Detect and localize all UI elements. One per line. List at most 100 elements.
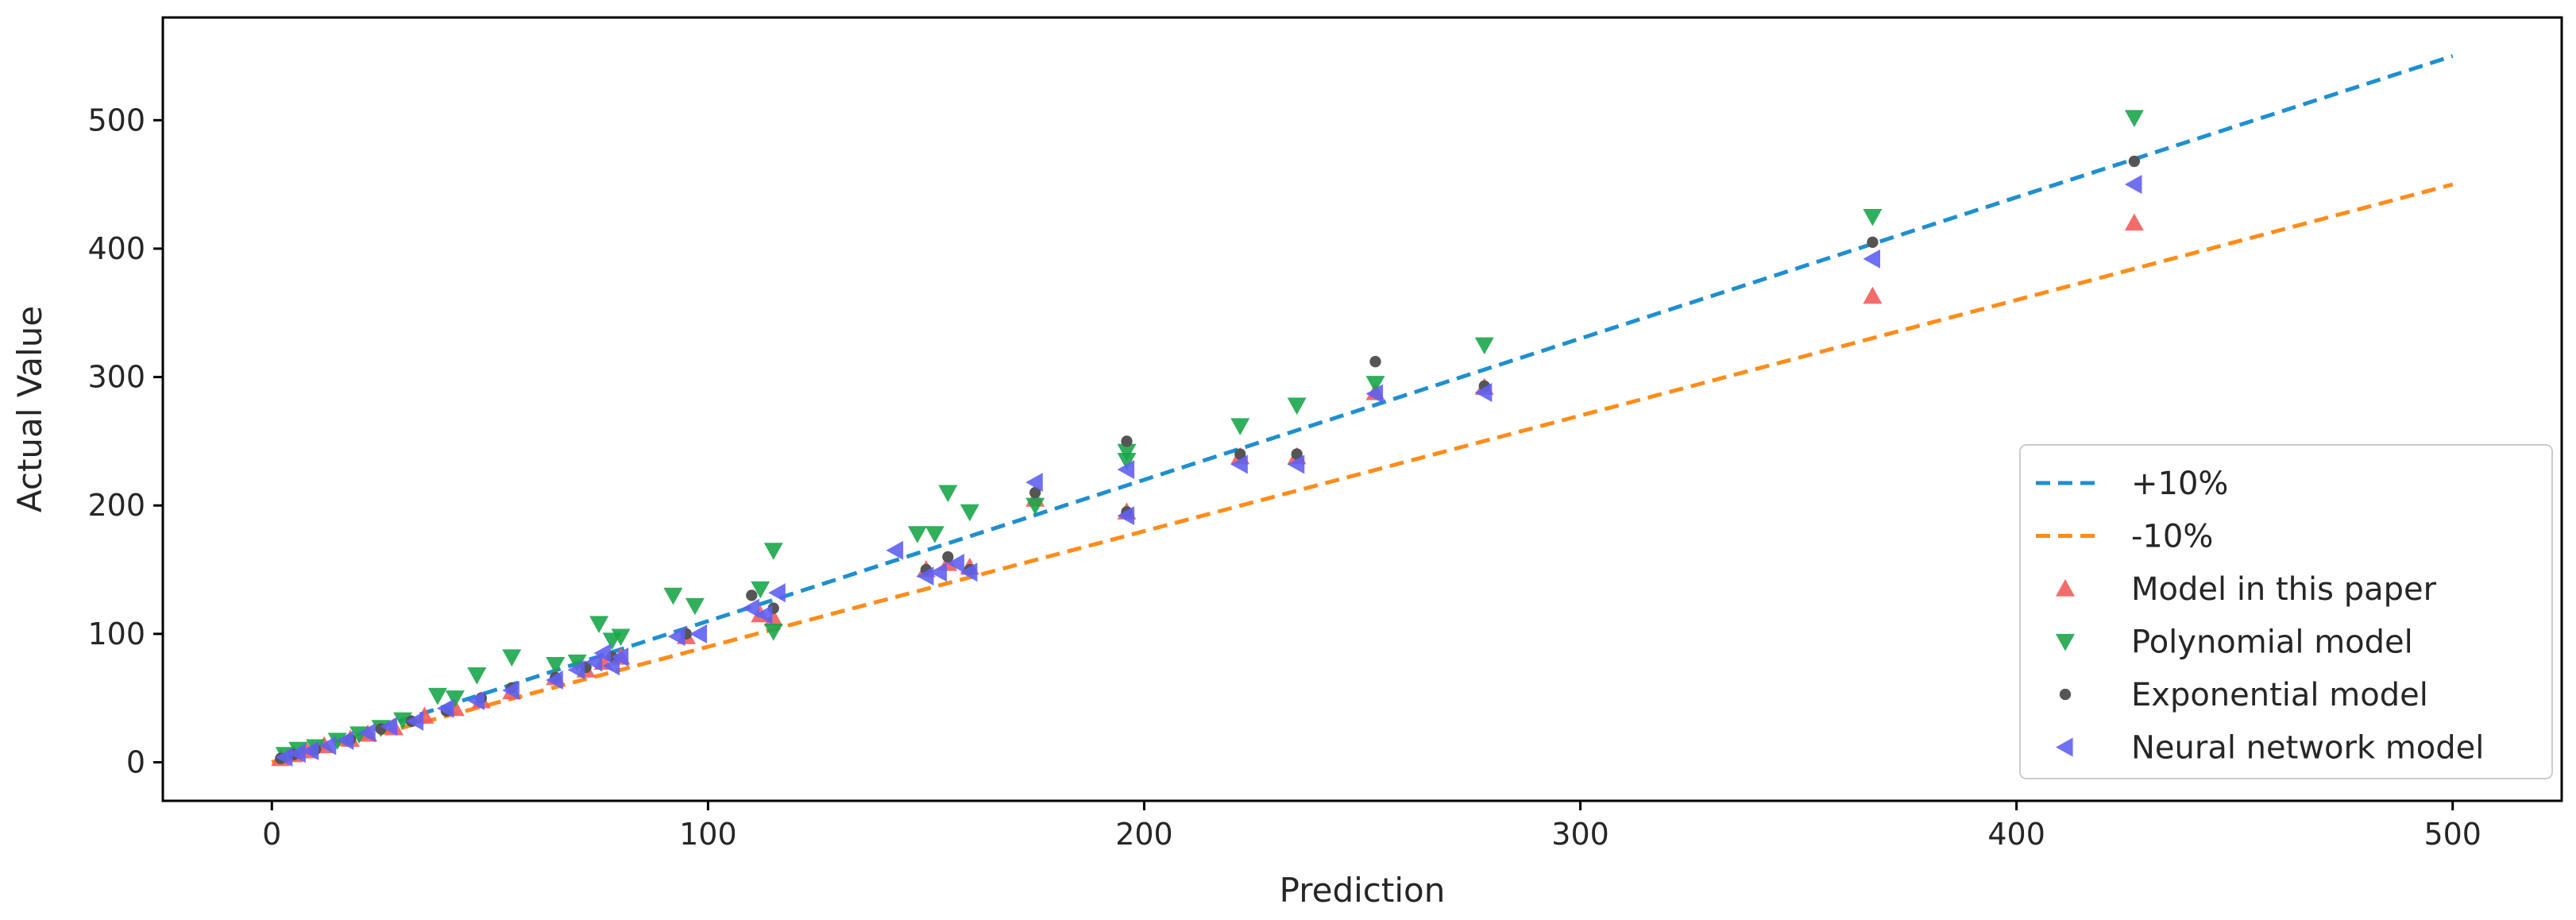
point-polynomial-model: [663, 587, 683, 605]
point-polynomial-model: [938, 485, 958, 503]
point-polynomial-model: [502, 649, 522, 667]
point-polynomial-model: [1365, 376, 1385, 393]
point-polynomial-model: [546, 657, 566, 675]
line-10: [271, 54, 2454, 764]
legend-label-neural-network-model: Neural network model: [2131, 730, 2484, 767]
point-polynomial-model: [589, 616, 609, 633]
point-neural-network-model: [1230, 454, 1248, 474]
point-neural-network-model: [1117, 459, 1135, 479]
legend-label-10: +10%: [2131, 466, 2228, 502]
point-polynomial-model: [393, 712, 412, 730]
point-neural-network-model: [436, 698, 454, 718]
point-polynomial-model: [327, 733, 347, 751]
point-neural-network-model: [1117, 506, 1135, 526]
point-polynomial-model: [751, 581, 770, 599]
point-neural-network-model: [1287, 454, 1305, 474]
point-polynomial-model: [1230, 418, 1250, 436]
y-tick-label: 100: [87, 617, 145, 651]
point-polynomial-model: [427, 687, 447, 705]
x-tick-label: 300: [1551, 817, 1609, 852]
point-neural-network-model: [467, 690, 485, 710]
point-polynomial-model: [1117, 443, 1137, 462]
point-neural-network-model: [667, 627, 686, 647]
point-neural-network-model: [288, 744, 306, 763]
point-polynomial-model: [1025, 497, 1045, 516]
point-polynomial-model: [467, 667, 487, 685]
y-axis-ticks: 0 100 200 300 400 500: [87, 102, 163, 780]
y-tick-label: 200: [87, 488, 145, 523]
point-polynomial-model: [611, 628, 631, 647]
point-neural-network-model: [380, 717, 398, 736]
point-polynomial-model: [907, 526, 927, 543]
point-exponential-model: [2128, 155, 2141, 168]
point-neural-network-model: [755, 605, 773, 624]
legend-label-polynomial-model: Polynomial model: [2131, 624, 2413, 661]
legend-label-model-in-this-paper: Model in this paper: [2131, 571, 2437, 608]
point-polynomial-model: [763, 624, 783, 641]
point-polynomial-model: [567, 654, 587, 672]
x-tick-label: 400: [1987, 817, 2045, 852]
point-exponential-model: [1121, 435, 1133, 447]
point-model-in-this-paper: [1863, 286, 1883, 304]
point-polynomial-model: [445, 690, 465, 708]
y-tick-label: 0: [126, 745, 145, 780]
point-polynomial-model: [960, 504, 979, 522]
legend-swatch-exponential-model: [2059, 688, 2072, 701]
point-polynomial-model: [1117, 453, 1137, 470]
point-neural-network-model: [502, 680, 519, 700]
x-axis-ticks: 0 100 200 300 400 500: [262, 801, 2481, 852]
legend-box: [2019, 444, 2553, 779]
point-neural-network-model: [406, 711, 424, 731]
point-neural-network-model: [319, 736, 337, 756]
point-polynomial-model: [2124, 110, 2144, 128]
x-tick-label: 0: [262, 817, 281, 852]
point-neural-network-model: [358, 723, 376, 743]
point-neural-network-model: [947, 553, 964, 573]
point-neural-network-model: [916, 566, 934, 586]
point-neural-network-model: [602, 656, 620, 676]
point-neural-network-model: [742, 598, 759, 618]
point-polynomial-model: [763, 543, 783, 560]
point-exponential-model: [1369, 356, 1381, 368]
point-exponential-model: [746, 589, 758, 601]
legend-swatch-neural-network-model: [2056, 737, 2073, 757]
point-exponential-model: [1029, 486, 1041, 499]
reference-lines: [271, 54, 2454, 764]
point-neural-network-model: [1025, 473, 1043, 493]
point-neural-network-model: [960, 562, 978, 582]
data-points: [271, 110, 2144, 767]
x-tick-label: 200: [1115, 817, 1173, 852]
point-polynomial-model: [1287, 397, 1307, 416]
point-exponential-model: [1234, 448, 1246, 460]
point-neural-network-model: [301, 740, 319, 760]
point-neural-network-model: [2124, 175, 2142, 195]
legend-label-10: -10%: [2131, 519, 2213, 555]
plot-frame: [161, 16, 2563, 802]
point-neural-network-model: [1474, 382, 1493, 402]
point-model-in-this-paper: [2124, 213, 2144, 231]
point-neural-network-model: [275, 748, 293, 767]
point-polynomial-model: [685, 597, 705, 616]
point-neural-network-model: [689, 624, 707, 644]
legend-swatch-polynomial-model: [2056, 633, 2075, 651]
point-neural-network-model: [886, 540, 904, 560]
y-tick-label: 300: [87, 360, 145, 395]
x-tick-label: 500: [2423, 817, 2481, 852]
point-neural-network-model: [336, 731, 354, 751]
x-axis-label: Prediction: [1280, 871, 1446, 910]
point-neural-network-model: [1863, 249, 1881, 269]
legend: +10% -10% Model in this paper Polynomial mo…: [2019, 444, 2553, 779]
point-neural-network-model: [567, 660, 585, 680]
point-neural-network-model: [1365, 384, 1384, 404]
point-polynomial-model: [1863, 208, 1883, 226]
legend-label-exponential-model: Exponential model: [2131, 677, 2428, 713]
point-exponential-model: [1291, 448, 1303, 460]
x-tick-label: 100: [679, 817, 737, 852]
point-neural-network-model: [593, 644, 612, 663]
point-neural-network-model: [546, 671, 563, 690]
point-neural-network-model: [768, 583, 786, 603]
y-tick-label: 500: [87, 102, 145, 137]
legend-swatch-model-in-this-paper: [2056, 579, 2075, 597]
point-neural-network-model: [611, 647, 629, 667]
